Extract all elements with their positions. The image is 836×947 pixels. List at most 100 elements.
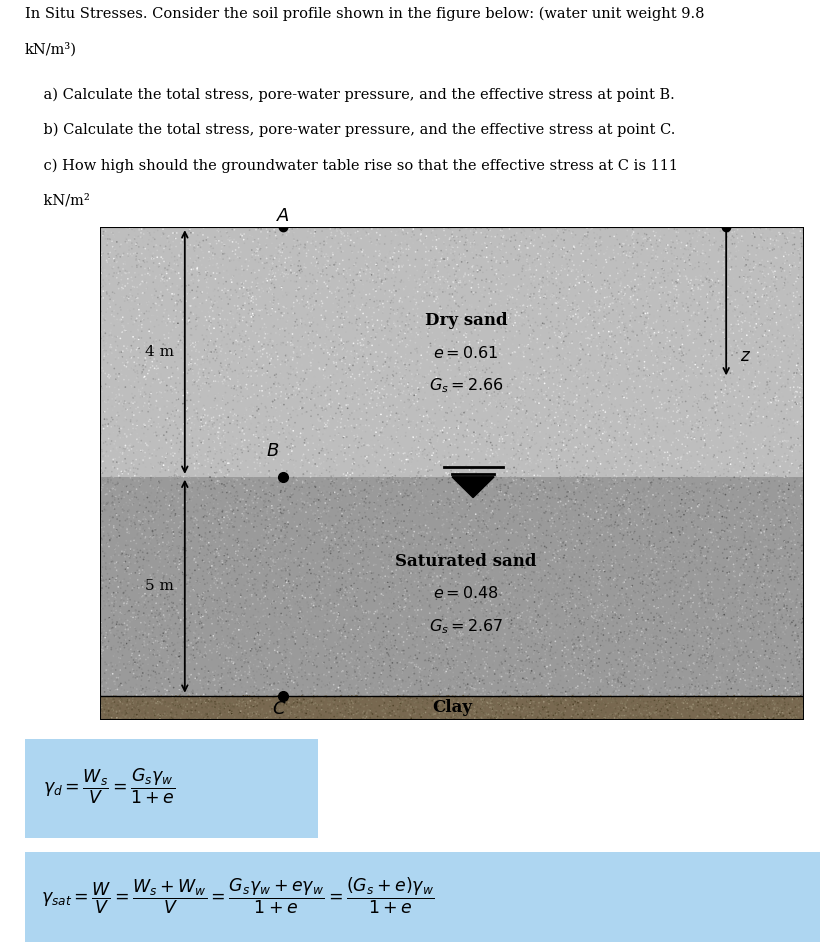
Point (324, 531, 337, 546)
Point (609, 634, 622, 649)
Point (453, 680, 466, 695)
Point (618, 699, 631, 714)
Point (625, 289, 639, 304)
Point (104, 690, 117, 706)
Point (486, 686, 499, 701)
Point (571, 658, 584, 673)
Point (655, 588, 669, 603)
Point (506, 499, 519, 514)
Point (649, 314, 662, 330)
Point (638, 630, 651, 645)
Point (320, 677, 334, 692)
Point (580, 612, 594, 627)
Point (617, 708, 630, 724)
Point (618, 238, 631, 253)
Point (161, 639, 174, 654)
Point (458, 555, 472, 570)
Point (223, 698, 237, 713)
Point (247, 321, 260, 336)
Point (634, 490, 647, 505)
Point (614, 607, 627, 622)
Point (448, 530, 461, 545)
Point (99, 444, 113, 459)
Point (345, 694, 359, 709)
Point (370, 658, 383, 673)
Point (202, 253, 216, 268)
Point (332, 491, 345, 506)
Point (493, 483, 507, 498)
Point (329, 376, 343, 391)
Point (254, 681, 268, 696)
Point (340, 471, 354, 486)
Point (291, 551, 304, 566)
Point (635, 313, 649, 329)
Point (719, 670, 732, 686)
Point (445, 286, 458, 301)
Point (523, 696, 537, 711)
Point (695, 678, 708, 693)
Point (398, 624, 411, 639)
Point (353, 265, 366, 280)
Point (375, 570, 389, 585)
Point (521, 519, 534, 534)
Point (140, 438, 153, 453)
Point (660, 243, 674, 259)
Point (328, 622, 341, 637)
Point (650, 606, 664, 621)
Point (353, 711, 366, 726)
Point (739, 644, 752, 659)
Point (278, 266, 291, 281)
Point (770, 301, 783, 316)
Point (681, 511, 695, 527)
Point (790, 510, 803, 526)
Point (359, 682, 372, 697)
Point (594, 339, 608, 354)
Point (240, 700, 253, 715)
Point (757, 532, 770, 547)
Point (97, 498, 110, 513)
Point (597, 563, 610, 578)
Point (217, 263, 230, 278)
Point (662, 677, 675, 692)
Point (609, 454, 622, 469)
Point (248, 577, 262, 592)
Point (636, 481, 650, 496)
Point (644, 500, 657, 515)
Point (177, 507, 191, 522)
Point (383, 498, 396, 513)
Point (757, 315, 771, 331)
Point (661, 390, 675, 405)
Point (546, 547, 559, 563)
Point (199, 675, 212, 690)
Point (574, 699, 588, 714)
Point (289, 361, 303, 376)
Point (216, 374, 229, 389)
Point (296, 401, 309, 416)
Point (670, 450, 684, 465)
Point (460, 702, 473, 717)
Point (403, 474, 416, 490)
Point (675, 662, 688, 677)
Point (559, 581, 573, 596)
Point (752, 491, 765, 506)
Point (474, 710, 487, 725)
Point (742, 647, 756, 662)
Point (295, 486, 308, 501)
Point (506, 336, 519, 351)
Point (493, 429, 507, 444)
Point (640, 362, 653, 377)
Point (553, 274, 567, 289)
Point (608, 600, 621, 616)
Point (253, 360, 267, 375)
Point (593, 454, 606, 469)
Point (679, 242, 692, 258)
Point (522, 512, 536, 527)
Point (332, 564, 345, 580)
Point (582, 695, 595, 710)
Point (273, 502, 287, 517)
Point (155, 473, 168, 488)
Point (556, 550, 569, 565)
Point (380, 637, 394, 652)
Point (308, 225, 321, 241)
Point (609, 253, 622, 268)
